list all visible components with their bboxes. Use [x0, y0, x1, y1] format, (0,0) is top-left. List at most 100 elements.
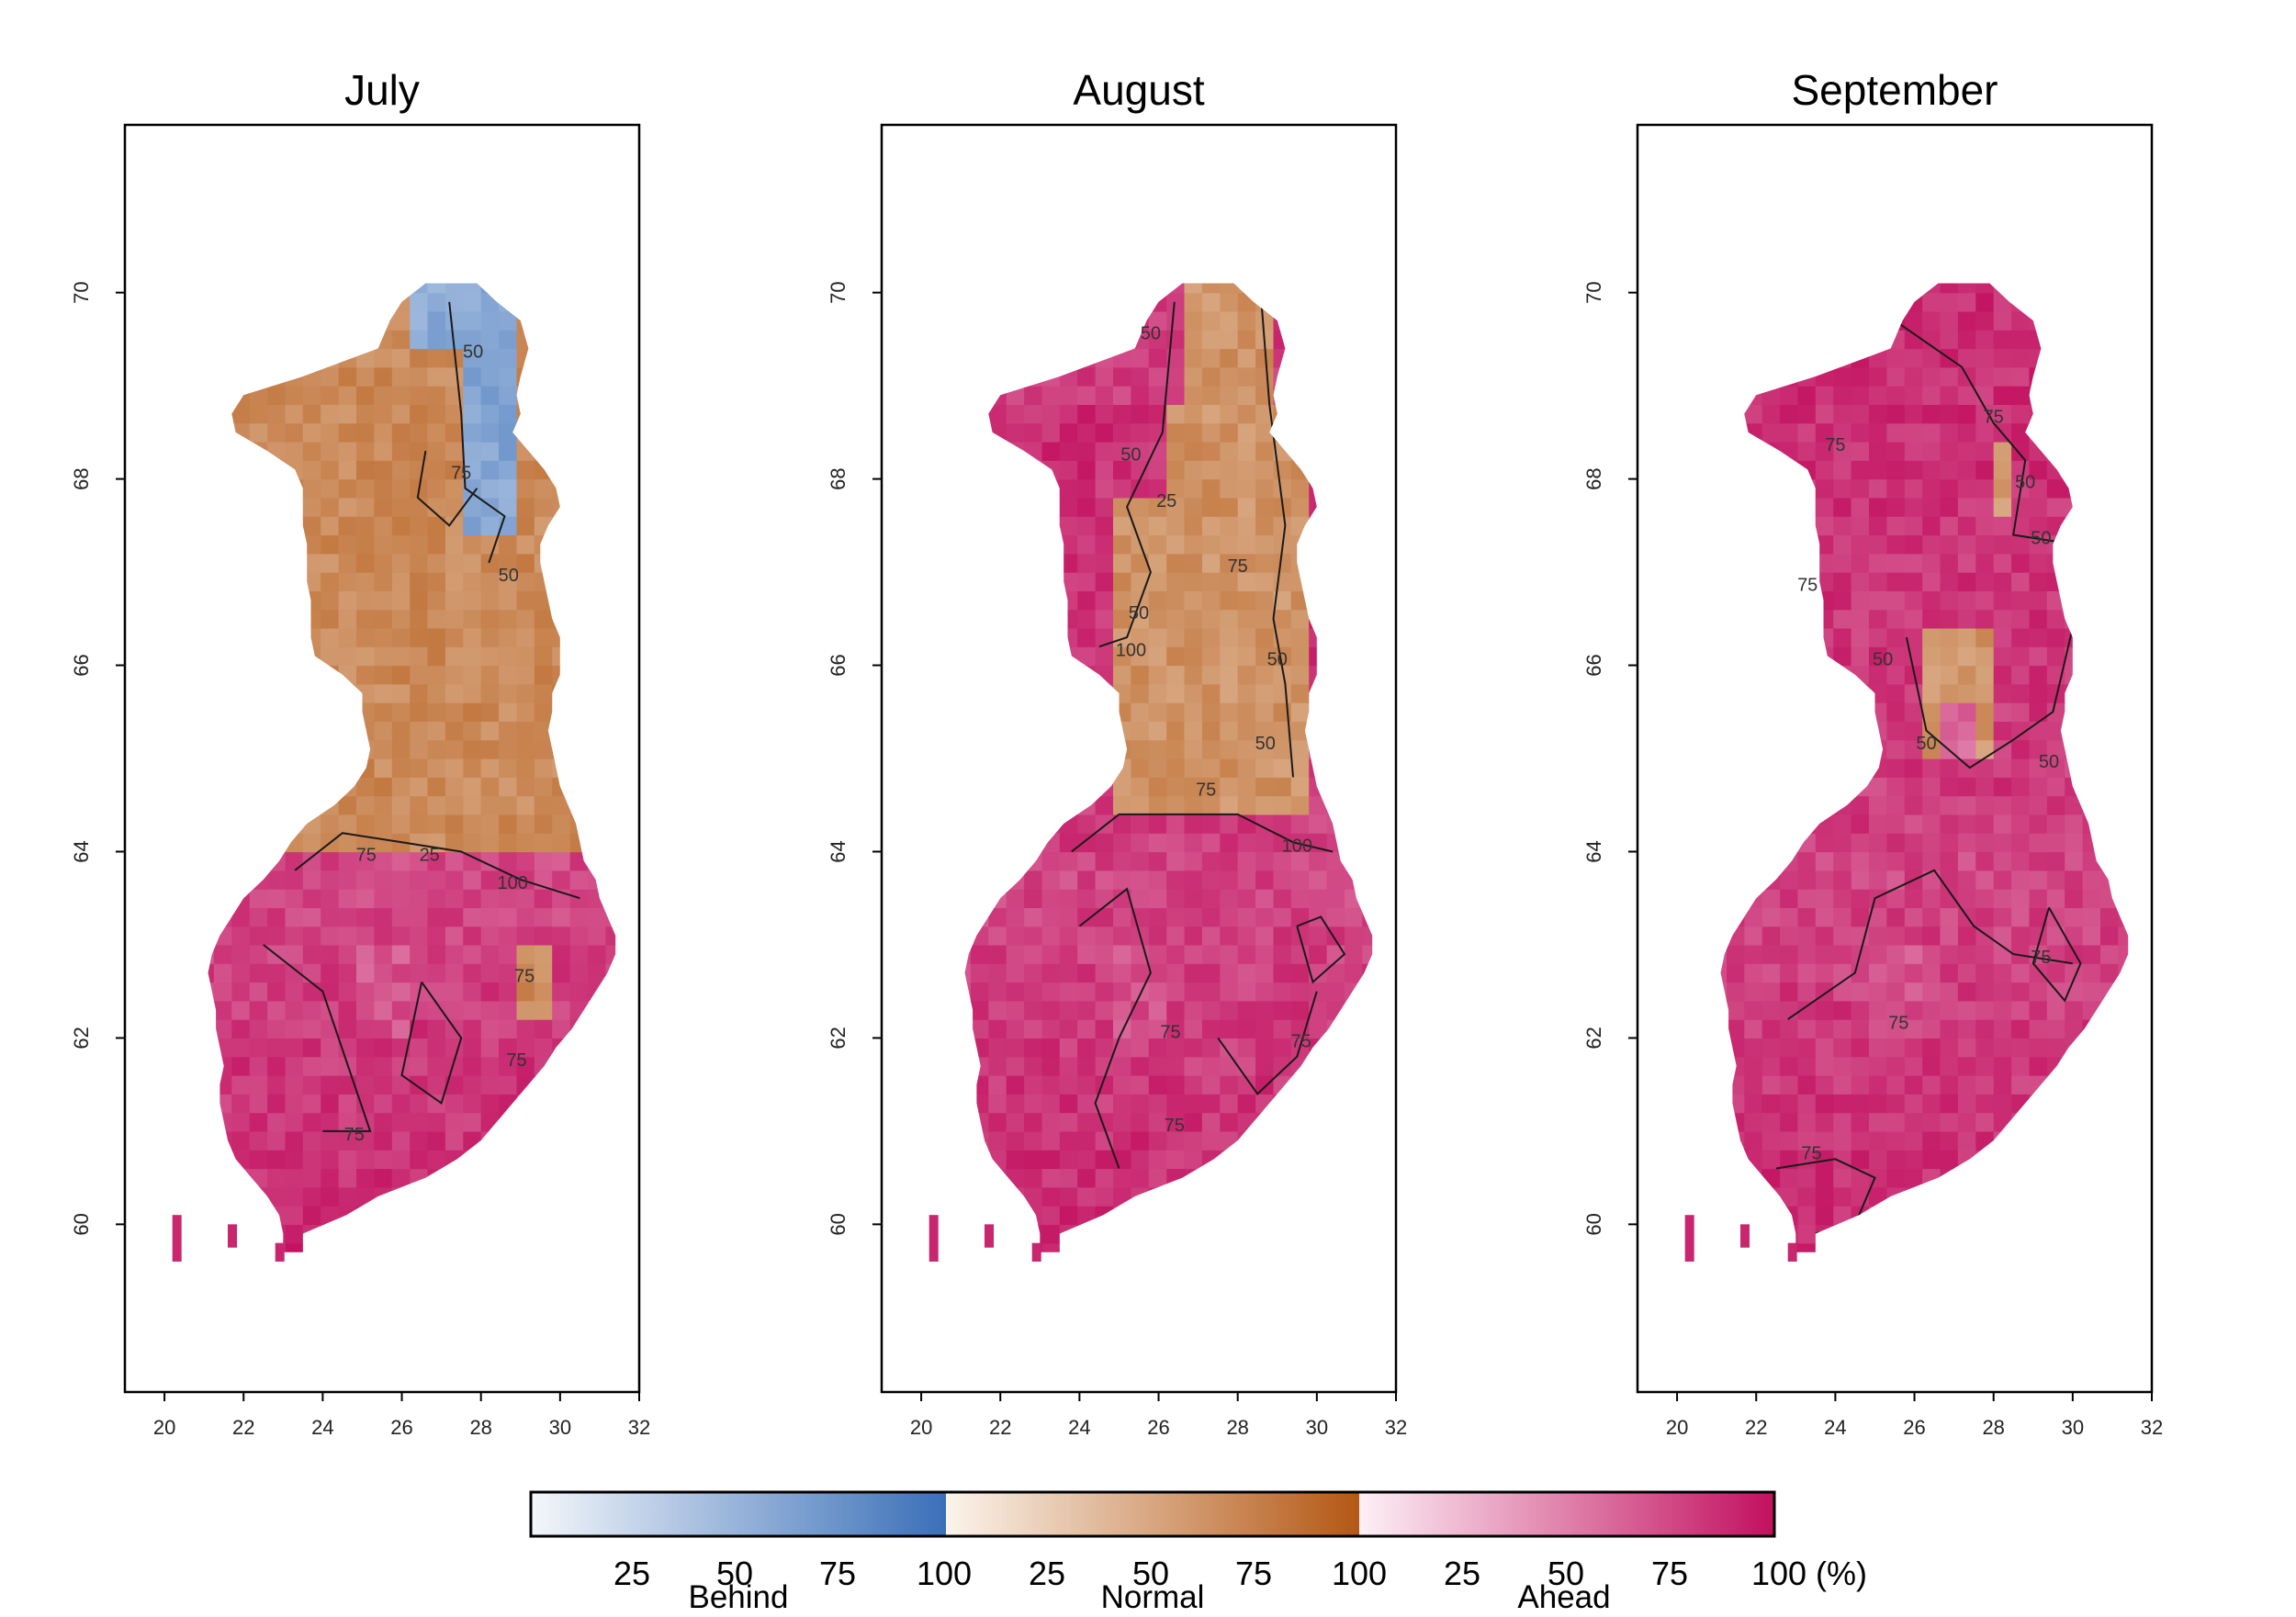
map-cell	[1059, 963, 1078, 983]
map-cell	[1940, 963, 1959, 983]
map-cell	[1255, 478, 1275, 499]
map-cell	[1113, 590, 1131, 611]
map-cell	[285, 1150, 304, 1170]
map-cell	[1851, 683, 1870, 703]
map-cell	[2029, 1206, 2048, 1225]
map-cell	[208, 702, 215, 722]
map-cell	[1833, 609, 1852, 629]
map-cell	[1220, 1242, 1239, 1252]
map-cell	[391, 1075, 411, 1095]
map-cell	[2065, 889, 2084, 908]
map-cell	[534, 982, 553, 1002]
map-cell	[1201, 1038, 1221, 1058]
map-cell	[1131, 404, 1150, 424]
map-cell	[516, 283, 535, 294]
map-cell	[1077, 283, 1097, 294]
map-cell	[1815, 833, 1834, 853]
map-cell	[1904, 310, 1923, 331]
map-cell	[302, 553, 321, 573]
map-cell	[321, 646, 340, 667]
map-cell	[1726, 310, 1745, 331]
map-cell	[1726, 422, 1745, 443]
map-cell	[1166, 739, 1186, 759]
map-cell	[374, 516, 393, 536]
map-cell	[321, 590, 340, 611]
map-cell	[1184, 478, 1203, 499]
map-cell	[1024, 348, 1043, 368]
map-cell	[1744, 963, 1763, 983]
map-cell	[1095, 534, 1114, 555]
map-cell	[1851, 366, 1870, 387]
map-cell	[2082, 777, 2101, 797]
map-cell	[1744, 422, 1763, 443]
map-cell	[1041, 1206, 1061, 1225]
map-cell	[1720, 721, 1728, 741]
map-cell	[208, 1094, 215, 1114]
map-cell	[1362, 646, 1373, 667]
map-cell	[988, 609, 1007, 629]
map-cell	[1290, 758, 1310, 778]
map-cell	[1345, 889, 1363, 908]
map-cell	[1957, 572, 1976, 591]
map-cell	[427, 889, 446, 908]
x-tick-label: 28	[469, 1416, 491, 1439]
map-cell	[1255, 758, 1275, 778]
map-cell	[970, 683, 989, 703]
map-cell	[1237, 1206, 1256, 1225]
map-cell	[2100, 1075, 2119, 1095]
map-cell	[463, 777, 482, 797]
map-cell	[1975, 330, 1995, 350]
map-cell	[1184, 795, 1203, 815]
map-cell	[285, 1224, 304, 1244]
map-cell	[1326, 442, 1345, 461]
map-cell	[1975, 1112, 1995, 1132]
map-cell	[552, 330, 571, 350]
map-cell	[1904, 478, 1923, 499]
map-cell	[1059, 777, 1078, 797]
map-cell	[1886, 1038, 1906, 1058]
map-cell	[427, 907, 446, 927]
map-cell	[445, 982, 464, 1002]
map-cell	[1362, 1019, 1373, 1039]
map-cell	[1869, 330, 1887, 350]
map-cell	[1720, 497, 1728, 517]
map-cell	[2100, 292, 2119, 312]
map-cell	[1220, 1150, 1239, 1170]
map-cell	[552, 963, 571, 983]
map-cell	[1886, 814, 1906, 834]
map-cell	[1833, 386, 1852, 405]
x-tick-label: 24	[1824, 1416, 1846, 1439]
map-cell	[970, 609, 989, 629]
map-cell	[249, 1056, 268, 1076]
map-cell	[1024, 1206, 1043, 1225]
map-cell	[964, 292, 972, 312]
map-cell	[1184, 1019, 1203, 1039]
map-cell	[1237, 1150, 1256, 1170]
map-cell	[1993, 814, 2012, 834]
map-cell	[1201, 534, 1221, 555]
map-cell	[1975, 609, 1995, 629]
map-cell	[1131, 963, 1150, 983]
map-cell	[1059, 330, 1078, 350]
map-cell	[267, 478, 287, 499]
map-cell	[2065, 1000, 2084, 1020]
map-cell	[1059, 814, 1078, 834]
map-cell	[1922, 627, 1941, 647]
map-cell	[208, 944, 215, 964]
map-cell	[1041, 404, 1061, 424]
map-cell	[374, 1150, 393, 1170]
map-cell	[321, 851, 340, 871]
map-cell	[2100, 833, 2119, 853]
map-cell	[1797, 889, 1817, 908]
map-cell	[1797, 739, 1817, 759]
map-cell	[1993, 534, 2012, 555]
map-cell	[1886, 292, 1906, 312]
map-cell	[1220, 292, 1239, 312]
map-cell	[1720, 1168, 1728, 1188]
map-cell	[1345, 646, 1363, 667]
map-cell	[988, 497, 1007, 517]
map-cell	[321, 348, 340, 368]
map-cell	[2082, 1038, 2101, 1058]
map-cell	[249, 926, 268, 946]
map-cell	[445, 777, 464, 797]
